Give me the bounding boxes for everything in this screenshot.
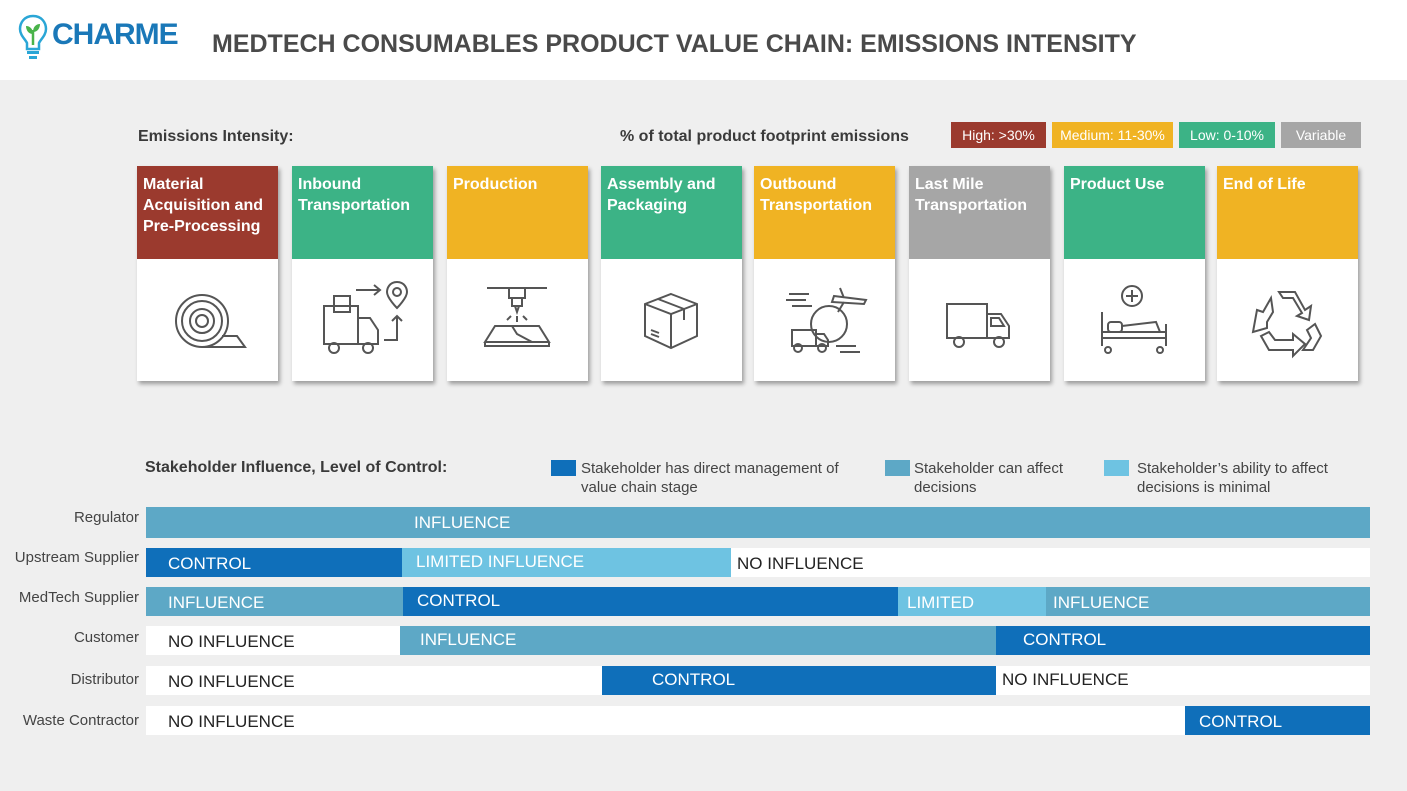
key-text-control: Stakeholder has direct management of val… (581, 460, 839, 496)
stage-card-assembly-packaging: Assembly and Packaging (601, 166, 742, 381)
segment-no-influence: NO INFLUENCE (146, 706, 1185, 735)
material-roll-icon (175, 294, 247, 348)
segment-control: CONTROL (602, 666, 996, 695)
segment-no-influence: NO INFLUENCE (996, 666, 1370, 695)
plane-globe-truck-icon (786, 287, 868, 353)
header-bar: CHARME MEDTECH CONSUMABLES PRODUCT VALUE… (0, 0, 1407, 80)
row-label-medtech-supplier: MedTech Supplier (18, 589, 139, 606)
segment-control: CONTROL (403, 587, 898, 616)
row-label-distributor: Distributor (70, 671, 139, 688)
legend-medium: Medium: 11-30% (1052, 122, 1173, 148)
charme-logo: CHARME (16, 12, 179, 64)
segment-influence: INFLUENCE (400, 626, 996, 655)
page-title: MEDTECH CONSUMABLES PRODUCT VALUE CHAIN:… (212, 30, 1137, 58)
stage-card-product-use: Product Use (1064, 166, 1205, 381)
key-text-influence: Stakeholder can affect decisions (914, 460, 1063, 496)
stage-title: Last Mile Transportation (909, 166, 1050, 259)
stage-card-inbound-transportation: Inbound Transportation (292, 166, 433, 381)
hospital-bed-icon (1101, 285, 1167, 354)
key-swatch-control (551, 460, 576, 476)
row-label-upstream-supplier: Upstream Supplier (14, 549, 139, 566)
segment-no-influence: NO INFLUENCE (146, 626, 400, 655)
key-swatch-limited (1104, 460, 1129, 476)
package-box-icon (644, 292, 698, 350)
row-label-customer: Customer (73, 629, 139, 646)
stage-card-outbound-transportation: Outbound Transportation (754, 166, 895, 381)
legend-low: Low: 0-10% (1179, 122, 1275, 148)
row-label-waste-contractor: Waste Contractor (22, 712, 139, 729)
emissions-intensity-label: Emissions Intensity: (138, 128, 294, 145)
lightbulb-leaf-icon (18, 14, 48, 59)
legend-high: High: >30% (951, 122, 1046, 148)
logo-text: CHARME (52, 18, 179, 51)
stage-title: Product Use (1064, 166, 1205, 259)
truck-location-icon (323, 280, 409, 354)
segment-limited-influence: LIMITED INFLUENCE (402, 548, 731, 577)
segment-influence: INFLUENCE (146, 587, 403, 616)
stage-title: Outbound Transportation (754, 166, 895, 259)
stage-title: Inbound Transportation (292, 166, 433, 259)
legend-variable: Variable (1281, 122, 1361, 148)
key-text-limited: Stakeholder’s ability to affect decision… (1137, 460, 1328, 496)
segment-control: CONTROL (1185, 706, 1370, 735)
stage-card-production: Production (447, 166, 588, 381)
segment-limited: LIMITED (898, 587, 1046, 616)
segment-influence: INFLUENCE (146, 507, 1370, 538)
production-machine-icon (483, 287, 551, 347)
recycle-icon (1251, 291, 1323, 359)
segment-no-influence: NO INFLUENCE (146, 666, 602, 695)
stage-title: Material Acquisition and Pre-Processing (137, 166, 278, 259)
key-swatch-influence (885, 460, 910, 476)
segment-control: CONTROL (996, 626, 1370, 655)
stage-title: Assembly and Packaging (601, 166, 742, 259)
delivery-truck-icon (946, 303, 1010, 348)
segment-no-influence: NO INFLUENCE (731, 548, 1370, 577)
segment-influence: INFLUENCE (1046, 587, 1370, 616)
stakeholder-influence-label: Stakeholder Influence, Level of Control: (145, 459, 448, 476)
row-label-regulator: Regulator (73, 509, 139, 526)
stage-card-end-of-life: End of Life (1217, 166, 1358, 381)
stage-title: Production (447, 166, 588, 259)
footprint-percent-label: % of total product footprint emissions (620, 128, 909, 145)
stage-card-last-mile-transportation: Last Mile Transportation (909, 166, 1050, 381)
stage-card-material-acquisition: Material Acquisition and Pre-Processing (137, 166, 278, 381)
segment-control: CONTROL (146, 548, 402, 577)
stage-title: End of Life (1217, 166, 1358, 259)
